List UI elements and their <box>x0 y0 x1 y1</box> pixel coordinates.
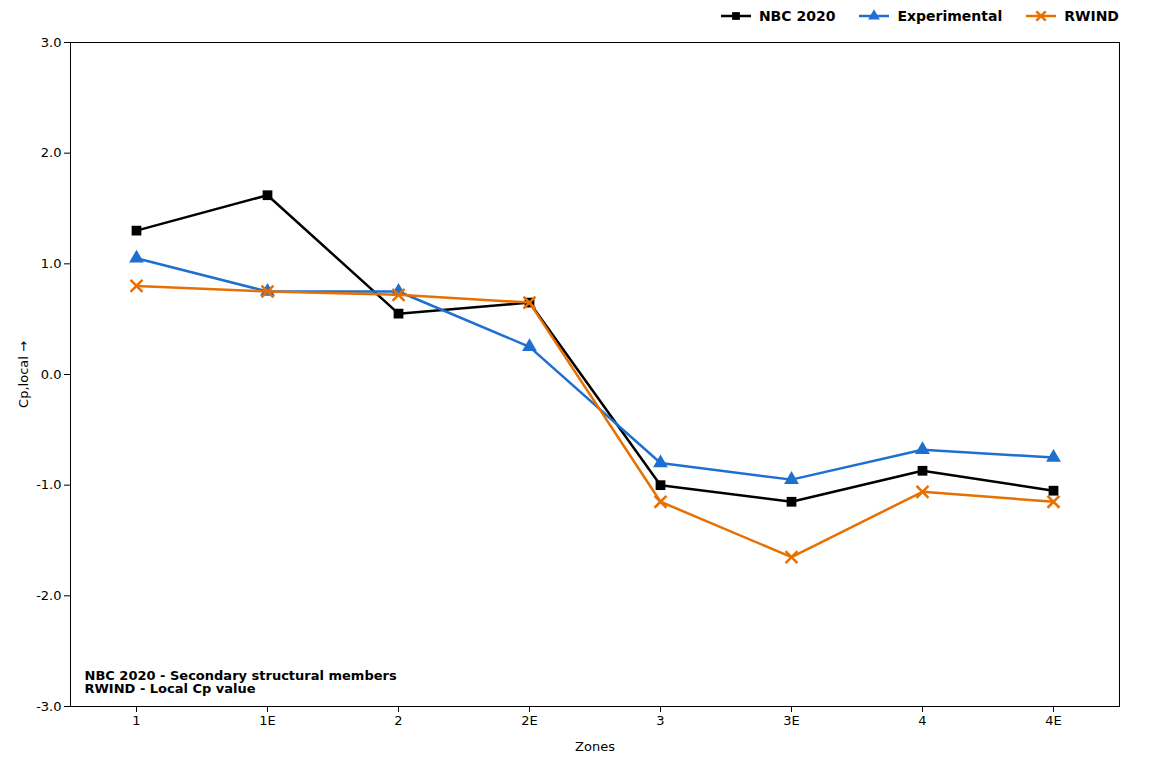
svg-text:Cp,local →: Cp,local → <box>16 341 31 408</box>
svg-text:-1.0: -1.0 <box>36 477 61 492</box>
html-text:RWIND: RWIND <box>1064 8 1119 24</box>
svg-text:4E: 4E <box>1045 713 1062 728</box>
svg-text:4: 4 <box>918 713 926 728</box>
svg-text:1.0: 1.0 <box>41 256 62 271</box>
svg-text:1: 1 <box>132 713 140 728</box>
svg-text:3.0: 3.0 <box>41 35 62 50</box>
svg-text:2E: 2E <box>521 713 538 728</box>
svg-text:NBC 2020 - Secondary structura: NBC 2020 - Secondary structural membersR… <box>85 668 397 696</box>
svg-text:-2.0: -2.0 <box>36 588 61 603</box>
svg-text:1E: 1E <box>259 713 276 728</box>
svg-text:2: 2 <box>394 713 402 728</box>
svg-text:Zones: Zones <box>575 739 615 754</box>
svg-text:-3.0: -3.0 <box>36 699 61 714</box>
html-text:Experimental: Experimental <box>897 8 1003 24</box>
svg-text:2.0: 2.0 <box>41 145 62 160</box>
svg-text:3: 3 <box>656 713 664 728</box>
svg-text:0.0: 0.0 <box>41 367 62 382</box>
svg-text:3E: 3E <box>783 713 800 728</box>
html-text:NBC 2020: NBC 2020 <box>758 8 836 24</box>
